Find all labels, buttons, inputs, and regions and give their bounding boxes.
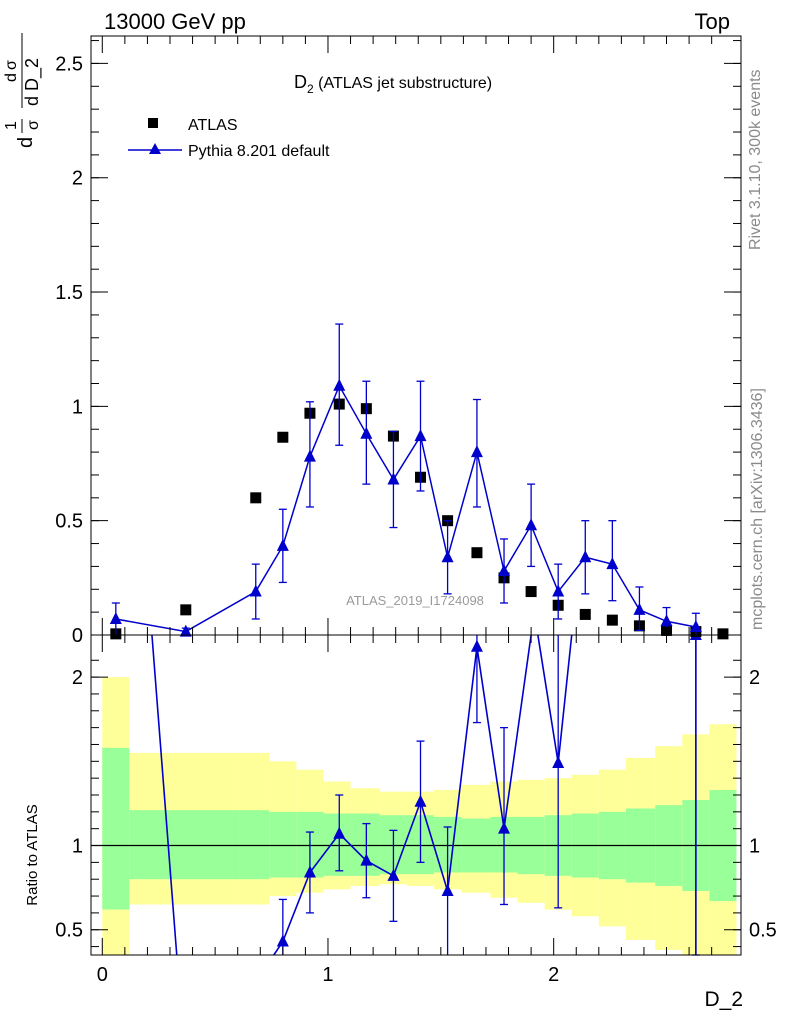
pythia-point (498, 563, 511, 576)
pythia-point (387, 472, 400, 485)
pythia-point (303, 449, 316, 462)
chart-title: D2 (ATLAS jet substructure) (294, 72, 492, 96)
main-ylabel: d 1 σ d σ d D_2 (3, 33, 43, 148)
band-green (102, 747, 130, 910)
band-green (129, 810, 240, 880)
header-left: 13000 GeV pp (104, 9, 246, 34)
pythia-point (179, 624, 192, 637)
mcplots-label: mcplots.cern.ch [arXiv:1306.3436] (749, 388, 766, 630)
pythia-point (249, 584, 262, 597)
analysis-watermark: ATLAS_2019_I1724098 (346, 593, 484, 608)
ylabel-sigma: σ (25, 120, 42, 130)
main-ytick-label: 1.5 (55, 282, 83, 304)
atlas-point (471, 547, 483, 559)
rivet-label: Rivet 3.1.10, 300k events (747, 69, 764, 250)
axes: 0 0.5 1 1.5 2 2.5 0.5 0.5 1 1 2 2 0 1 2 (55, 35, 777, 986)
atlas-point (277, 431, 289, 443)
ratio-ytick-label-left: 0.5 (55, 920, 83, 942)
ratio-pythia-line (537, 634, 573, 764)
xlabel: D_2 (704, 988, 743, 1011)
main-ytick-label: 2 (72, 168, 83, 190)
chart-title-rest: (ATLAS jet substructure) (314, 75, 492, 92)
atlas-point (579, 608, 591, 620)
pythia-point (360, 426, 373, 439)
atlas-point (717, 628, 729, 640)
pythia-point (606, 557, 619, 570)
ratio-ytick-label-right: 2 (749, 667, 760, 689)
ratio-point (276, 934, 289, 947)
legend: ATLAS Pythia 8.201 default (128, 117, 330, 160)
pythia-point (470, 445, 483, 458)
pythia-point (109, 611, 122, 624)
ratio-ytick-label-right: 1 (749, 836, 760, 858)
pythia-point (276, 538, 289, 551)
legend-pythia-label: Pythia 8.201 default (188, 143, 330, 160)
ratio-point (414, 794, 427, 807)
band-green (269, 811, 297, 878)
ylabel-dD2: d D_2 (22, 58, 43, 106)
chart-title-main: D (294, 72, 307, 92)
ratio-point (470, 639, 483, 652)
pythia-point (579, 550, 592, 563)
main-ytick-label: 2.5 (55, 53, 83, 75)
ratio-panel (151, 628, 702, 956)
ratio-ytick-label-left: 2 (72, 667, 83, 689)
header-right: Top (695, 9, 730, 34)
main-ytick-label: 0.5 (55, 511, 83, 533)
pythia-point (525, 518, 538, 531)
ratio-point (498, 821, 511, 834)
main-ytick-label: 1 (72, 396, 83, 418)
ratio-ylabel: Ratio to ATLAS (24, 804, 41, 905)
ratio-xtick-label: 0 (97, 964, 108, 986)
ratio-xtick-label: 1 (322, 964, 333, 986)
pythia-point (333, 378, 346, 391)
ylabel-dsigma: σ (3, 60, 20, 70)
main-ytick-label: 0 (72, 625, 83, 647)
legend-atlas-marker (148, 118, 158, 128)
pythia-point (660, 614, 673, 627)
band-green (239, 810, 270, 880)
ratio-xtick-label: 2 (548, 964, 559, 986)
atlas-point (525, 586, 537, 598)
ratio-ytick-label-right: 0.5 (749, 920, 777, 942)
ratio-pythia-line (151, 634, 178, 956)
pythia-point (441, 550, 454, 563)
ratio-point (333, 826, 346, 839)
ratio-point (360, 853, 373, 866)
pythia-point (689, 619, 702, 632)
band-green (323, 813, 351, 876)
ratio-point (552, 756, 565, 768)
ratio-point (387, 868, 400, 881)
chart-title-sub: 2 (307, 82, 314, 96)
ratio-point (441, 884, 454, 896)
legend-atlas-label: ATLAS (188, 117, 238, 134)
ylabel-d2: d (3, 73, 20, 82)
ratio-ytick-label-left: 1 (72, 836, 83, 858)
ylabel-1: 1 (3, 121, 20, 130)
pythia-point (552, 584, 565, 597)
ylabel-d1: d (15, 137, 37, 148)
ratio-point (303, 865, 316, 878)
main-content (109, 323, 729, 640)
atlas-point (606, 614, 618, 626)
atlas-point (250, 492, 262, 504)
pythia-point (414, 429, 427, 442)
pythia-point (633, 602, 646, 615)
atlas-point (180, 604, 192, 616)
legend-pythia-marker (149, 143, 161, 154)
